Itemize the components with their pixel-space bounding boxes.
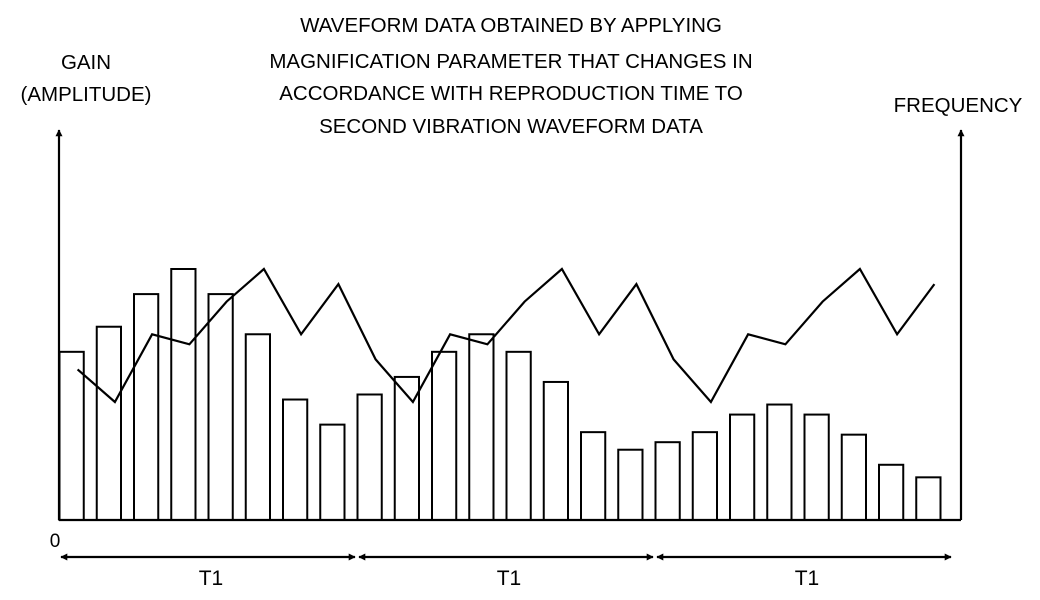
title-line: ACCORDANCE WITH REPRODUCTION TIME TO: [279, 82, 743, 105]
gain-bar: [879, 465, 903, 520]
chart-title: WAVEFORM DATA OBTAINED BY APPLYING MAGNI…: [269, 14, 752, 138]
title-line: MAGNIFICATION PARAMETER THAT CHANGES IN: [269, 50, 752, 73]
gain-bar: [916, 477, 940, 520]
gain-bar: [581, 432, 605, 520]
gain-bar: [842, 435, 866, 520]
gain-bar: [618, 450, 642, 520]
period-label: T1: [497, 567, 522, 590]
period-label: T1: [795, 567, 820, 590]
gain-bar: [730, 415, 754, 520]
gain-bar: [432, 352, 456, 520]
title-line: WAVEFORM DATA OBTAINED BY APPLYING: [300, 14, 722, 37]
left-axis-label: (AMPLITUDE): [21, 83, 152, 106]
origin-label: 0: [50, 531, 61, 552]
gain-bar: [656, 442, 680, 520]
gain-bar: [544, 382, 568, 520]
gain-bar: [246, 334, 270, 520]
gain-bar: [767, 405, 791, 520]
gain-bar: [171, 269, 195, 520]
gain-bar: [283, 400, 307, 520]
period-arrows: T1 T1 T1: [61, 557, 951, 590]
gain-bar: [320, 425, 344, 520]
left-axis-label: GAIN: [61, 51, 111, 74]
title-line: SECOND VIBRATION WAVEFORM DATA: [319, 115, 703, 138]
gain-bar: [97, 327, 121, 520]
right-axis-label: FREQUENCY: [894, 94, 1023, 117]
period-label: T1: [199, 567, 224, 590]
gain-bar: [805, 415, 829, 520]
gain-bar: [134, 294, 158, 520]
gain-bar: [469, 334, 493, 520]
gain-bar: [693, 432, 717, 520]
gain-bar: [507, 352, 531, 520]
gain-bar: [60, 352, 84, 520]
gain-bars: [60, 269, 941, 520]
gain-bar: [358, 395, 382, 521]
gain-bar: [209, 294, 233, 520]
